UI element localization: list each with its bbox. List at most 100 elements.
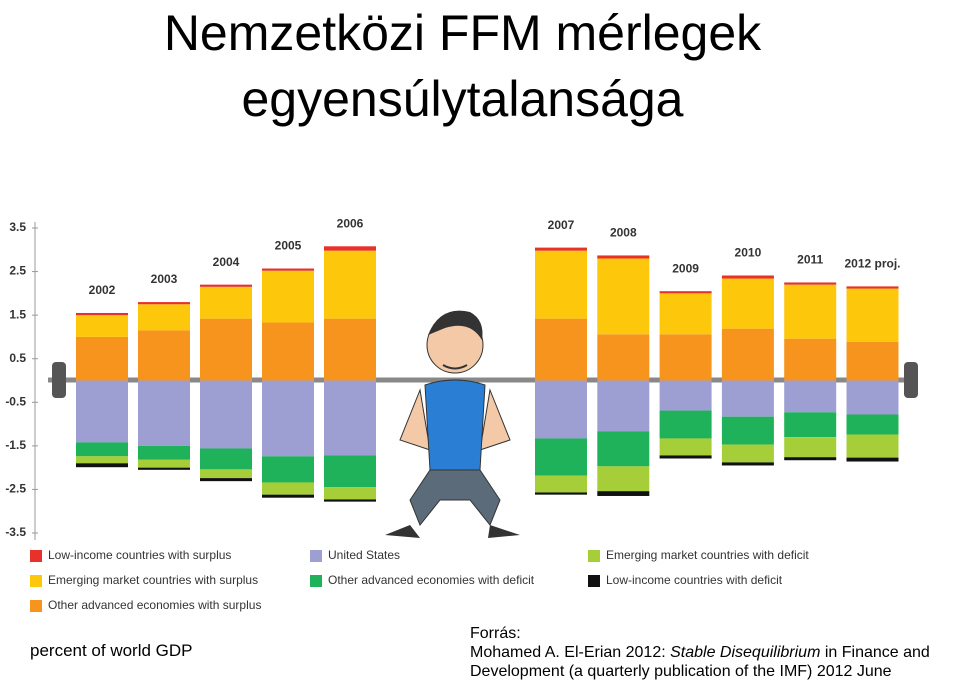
x-tick-label: 2009 [672, 261, 699, 275]
bar-segment [535, 438, 587, 476]
title-line: egyensúlytalansága [241, 71, 684, 127]
x-tick-label: 2008 [610, 226, 637, 240]
y-tick-label: -0.5 [5, 394, 26, 408]
bar-segment [535, 475, 587, 493]
bar-segment [846, 457, 899, 462]
bar-segment [324, 318, 376, 381]
y-tick-label: -2.5 [5, 482, 26, 496]
bar-segment [200, 286, 252, 319]
bar-segment [659, 380, 712, 411]
bar-segment [784, 282, 837, 285]
bar-segment [659, 291, 712, 294]
source-text: in Finance and Development (a quarterly … [470, 644, 930, 680]
legend-swatch [30, 575, 42, 587]
x-tick-label: 2005 [275, 239, 302, 253]
bar-segment [535, 318, 587, 381]
bar-segment [784, 437, 837, 458]
bar-segment [597, 334, 650, 381]
bar-segment [846, 341, 899, 381]
bar-segment [846, 380, 899, 415]
bar-segment [262, 268, 314, 271]
bar-segment [659, 438, 712, 456]
x-tick-label: 2004 [213, 255, 240, 269]
weightlifter [48, 310, 918, 538]
bar-segment [200, 448, 252, 470]
bar-segment [846, 288, 899, 342]
bar-segment [597, 380, 650, 432]
bar-segment [721, 278, 774, 329]
legend-swatch [30, 550, 42, 562]
x-tick-label: 2002 [89, 283, 116, 297]
bar-segment [324, 499, 376, 502]
legend-label: Low-income countries with deficit [606, 573, 783, 587]
x-tick-label: 2012 proj. [844, 257, 900, 271]
bar-segment [76, 312, 128, 316]
bar-segment [846, 414, 899, 435]
bar-segment [597, 491, 650, 496]
bar-segment [721, 275, 774, 279]
bar-segment [262, 456, 314, 483]
bar-segment [138, 459, 190, 468]
legend-label: Other advanced economies with surplus [48, 598, 261, 612]
x-tick-label: 2003 [151, 272, 178, 286]
bar-segment [138, 467, 190, 470]
bar-segment [535, 492, 587, 495]
bar-segment [324, 455, 376, 488]
bar-segment [138, 380, 190, 446]
bar-segment [324, 246, 376, 251]
bar-segment [784, 284, 837, 339]
bar-segment [784, 380, 837, 413]
bar-segment [721, 416, 774, 445]
source-italic: Stable Disequilibrium [670, 644, 821, 661]
bar-segment [535, 247, 587, 251]
bar-segment [200, 284, 252, 287]
bar-segment [846, 286, 899, 289]
bar-segment [200, 318, 252, 381]
legend-swatch [310, 550, 322, 562]
source-label: Forrás: [470, 625, 521, 642]
bar-segment [535, 250, 587, 319]
bar-segment [200, 380, 252, 449]
y-tick-label: -3.5 [5, 525, 26, 539]
bar-segment [200, 478, 252, 482]
bar-segment [597, 255, 650, 259]
bar-segment [784, 412, 837, 438]
bar-segment [76, 336, 128, 381]
y-tick-label: 3.5 [9, 220, 26, 234]
y-tick-label: -1.5 [5, 438, 26, 452]
legend-swatch [310, 575, 322, 587]
bar-segment [76, 456, 128, 464]
bar-segment [138, 330, 190, 381]
bar-segment [535, 380, 587, 439]
bar-segment [324, 380, 376, 456]
bar-segment [659, 410, 712, 439]
legend-label: Emerging market countries with surplus [48, 573, 258, 587]
bar-segment [262, 270, 314, 323]
title-line: Nemzetközi FFM mérlegek [163, 5, 762, 61]
unit-note: percent of world GDP [30, 641, 193, 660]
legend-label: Low-income countries with surplus [48, 548, 231, 562]
bar-segment [597, 431, 650, 467]
legend-label: United States [328, 548, 400, 562]
bar-segment [784, 338, 837, 381]
bar-segment [138, 304, 190, 331]
source: Forrás: Mohamed A. El-Erian 2012: Stable… [470, 624, 960, 681]
bar-segment [76, 315, 128, 337]
legend-label: Other advanced economies with deficit [328, 573, 535, 587]
x-tick-label: 2010 [735, 246, 762, 260]
legend-swatch [30, 600, 42, 612]
bar-segment [324, 250, 376, 319]
x-tick-label: 2007 [548, 218, 575, 232]
bar-segment [721, 328, 774, 381]
bar-segment [76, 442, 128, 457]
bar-segment [721, 444, 774, 463]
x-tick-label: 2006 [337, 216, 364, 230]
source-text: Mohamed A. El-Erian 2012: [470, 644, 671, 661]
bar-segment [846, 434, 899, 458]
y-tick-label: 0.5 [9, 351, 26, 365]
bar-segment [76, 463, 128, 468]
legend-label: Emerging market countries with deficit [606, 548, 809, 562]
legend-swatch [588, 550, 600, 562]
bar-segment [200, 469, 252, 479]
